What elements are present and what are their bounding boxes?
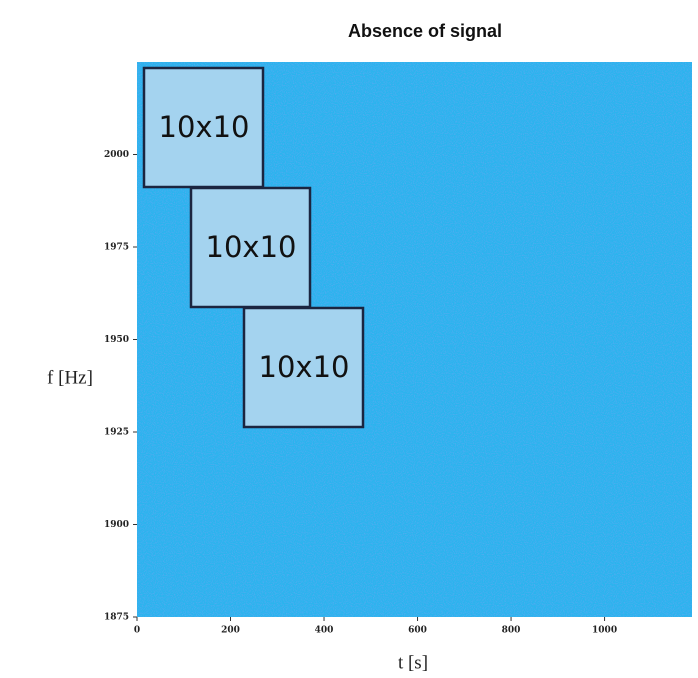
y-axis-label: f [Hz]: [47, 367, 93, 388]
y-tick-label: 1950: [104, 335, 129, 345]
x-tick-label: 800: [502, 626, 521, 636]
annotation-label: 10x10: [206, 230, 297, 264]
y-tick-label: 2000: [104, 150, 129, 160]
y-tick-label: 1975: [104, 243, 129, 253]
x-tick-label: 400: [315, 626, 334, 636]
chart-title: Absence of signal: [348, 21, 502, 41]
annotation-box: 10x10: [142, 66, 265, 189]
x-axis-label: t [s]: [398, 652, 428, 673]
annotation-label: 10x10: [259, 350, 350, 384]
x-tick-label: 200: [221, 626, 240, 636]
annotation-rect: [242, 306, 365, 429]
annotation-box: 10x10: [242, 306, 365, 429]
x-tick-label: 1000: [592, 626, 617, 636]
y-tick-label: 1900: [104, 520, 129, 530]
annotation-rect: [142, 66, 265, 189]
annotation-box: 10x10: [189, 186, 312, 309]
y-tick-label: 1875: [104, 613, 129, 623]
y-tick-label: 1925: [104, 428, 129, 438]
x-tick-label: 600: [408, 626, 427, 636]
x-tick-label: 0: [134, 626, 140, 636]
annotation-label: 10x10: [159, 110, 250, 144]
annotation-rect: [189, 186, 312, 309]
